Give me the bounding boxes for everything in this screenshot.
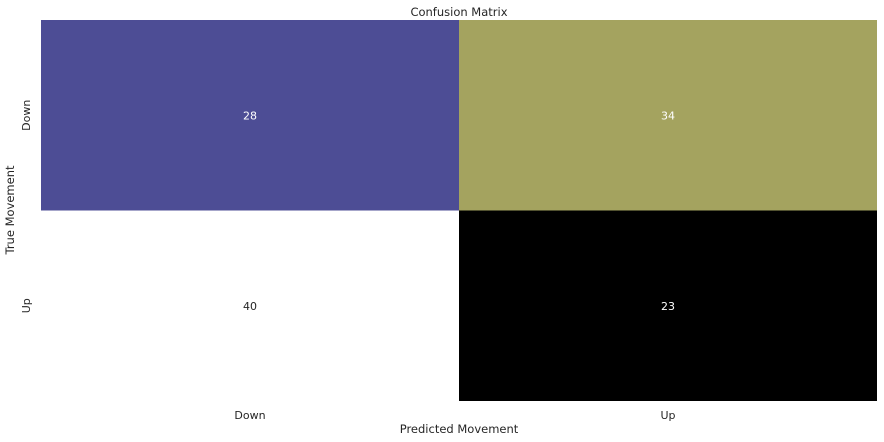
y-tick-label-up: Up (20, 298, 33, 313)
heatmap-cell-down-up (459, 20, 877, 211)
cell-value-up-up: 23 (661, 300, 675, 313)
heatmap-cell-up-down (41, 210, 459, 401)
cell-value-down-up: 34 (661, 109, 675, 122)
y-axis-label: True Movement (3, 165, 17, 255)
chart-title: Confusion Matrix (410, 5, 507, 19)
x-axis-label: Predicted Movement (400, 422, 519, 436)
cell-annotations: 28 34 40 23 (243, 109, 675, 313)
y-tick-labels: Down Up (20, 100, 33, 314)
x-tick-labels: Down Up (234, 409, 675, 422)
heatmap-cell-down-down (41, 20, 459, 211)
cell-value-up-down: 40 (243, 300, 257, 313)
y-tick-label-down: Down (20, 100, 33, 131)
cell-value-down-down: 28 (243, 109, 257, 122)
x-tick-label-up: Up (660, 409, 675, 422)
x-tick-label-down: Down (234, 409, 265, 422)
heatmap-cell-up-up (459, 210, 877, 401)
heatmap-cells (41, 20, 877, 401)
